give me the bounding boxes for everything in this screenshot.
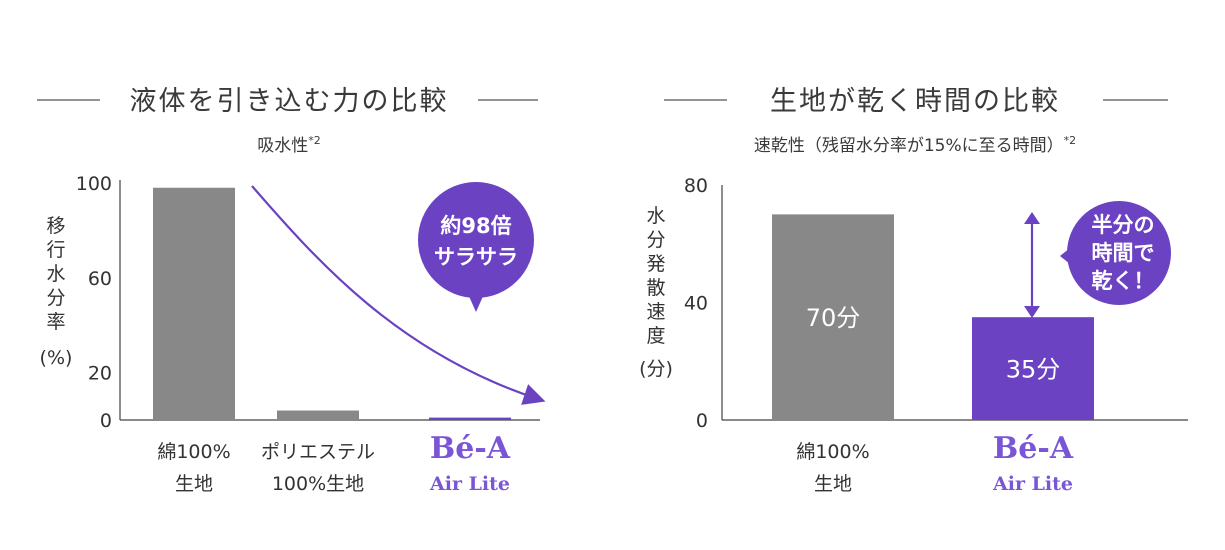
chart-subtitle-note: *2 (308, 134, 321, 147)
y-tick-label: 0 (696, 410, 708, 432)
brand-logo: Bé-A (993, 431, 1074, 466)
brand-logo: Bé-A (430, 431, 511, 466)
y-axis-label-char: 分 (646, 229, 665, 251)
y-axis-label-char: 発 (646, 253, 665, 275)
chart-subtitle-text: 吸水性 (257, 136, 308, 156)
chart-subtitle: 速乾性（残留水分率が15%に至る時間）*2 (754, 134, 1076, 156)
callout-line-3: 乾く！ (1092, 269, 1155, 293)
y-axis-unit: (分) (639, 358, 673, 380)
y-axis-label-char: 水 (646, 205, 665, 227)
y-axis-label-char: 速 (646, 301, 665, 323)
bar (153, 187, 235, 420)
y-axis-label-char: 度 (646, 325, 665, 347)
chart-subtitle: 吸水性*2 (257, 134, 321, 156)
callout-bubble: 約98倍 サラサラ (418, 182, 534, 312)
callout-line-1: 半分の (1092, 213, 1155, 237)
chart-title: 液体を引き込む力の比較 (130, 86, 449, 117)
y-axis-label-char: 移 (46, 215, 65, 237)
category-label: 生地 (814, 473, 852, 495)
bar (772, 214, 894, 420)
category-label: 綿100% (157, 441, 230, 463)
y-axis-unit: (%) (40, 347, 73, 369)
difference-arrow (1024, 212, 1040, 318)
y-tick-label: 0 (100, 410, 112, 432)
callout-line-2: 時間で (1092, 241, 1155, 265)
bar (429, 417, 511, 420)
chart-subtitle-text: 速乾性（残留水分率が15%に至る時間） (754, 136, 1064, 156)
callout-bubble: 半分の 時間で 乾く！ (1060, 201, 1171, 305)
y-axis-label-char: 率 (46, 311, 65, 333)
brand-logo-subline: Air Lite (992, 473, 1073, 495)
category-label: 100%生地 (272, 473, 364, 495)
brand-logo-subline: Air Lite (429, 473, 510, 495)
y-tick-label: 100 (76, 173, 112, 195)
callout-line-2: サラサラ (434, 245, 518, 269)
y-axis-label-char: 分 (46, 287, 65, 309)
bar-data-label: 70分 (806, 304, 861, 332)
y-tick-label: 40 (684, 293, 708, 315)
y-axis-label-char: 水 (46, 263, 65, 285)
bar-data-label: 35分 (1006, 356, 1061, 384)
callout-line-1: 約98倍 (440, 214, 511, 238)
category-label: 生地 (175, 473, 213, 495)
chart-subtitle-note: *2 (1064, 134, 1077, 147)
chart-title: 生地が乾く時間の比較 (770, 86, 1060, 117)
y-axis-label-char: 行 (46, 239, 65, 261)
category-label: ポリエステル (261, 441, 375, 463)
y-tick-label: 20 (88, 363, 112, 385)
drying-chart: 生地が乾く時間の比較 速乾性（残留水分率が15%に至る時間）*2 水分発散速度 … (639, 86, 1188, 495)
y-tick-label: 60 (88, 268, 112, 290)
bar (277, 410, 359, 420)
bar (972, 317, 1094, 420)
y-axis-label-char: 散 (646, 277, 665, 299)
category-label: 綿100% (796, 441, 869, 463)
decline-arrow (251, 185, 546, 405)
y-tick-label: 80 (684, 175, 708, 197)
